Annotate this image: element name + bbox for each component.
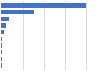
Bar xyxy=(1,63,2,68)
Bar xyxy=(1,10,34,14)
Bar xyxy=(1,30,4,34)
Bar xyxy=(1,17,9,21)
Bar xyxy=(1,43,2,48)
Bar xyxy=(1,37,2,41)
Bar xyxy=(1,57,2,61)
Bar xyxy=(1,23,7,28)
Bar xyxy=(1,3,86,8)
Bar xyxy=(1,50,2,54)
